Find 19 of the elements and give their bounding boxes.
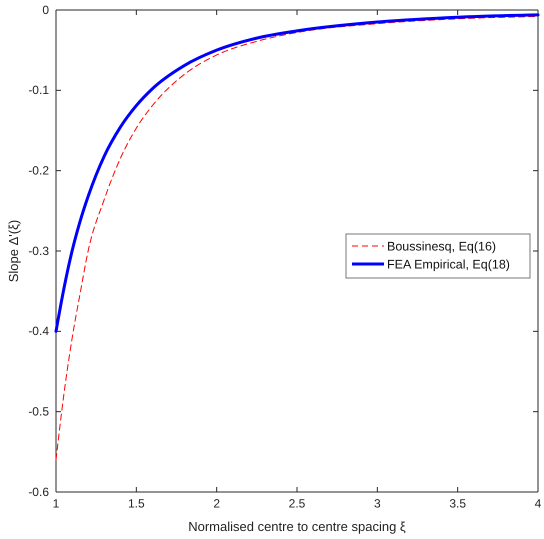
legend-label: Boussinesq, Eq(16) — [387, 240, 496, 254]
y-tick-label: 0 — [42, 2, 50, 17]
y-axis-title: Slope Δ'(ξ) — [6, 220, 21, 282]
y-tick-label: -0.4 — [28, 324, 50, 338]
x-tick-label: 4 — [534, 496, 542, 511]
x-tick-label: 2 — [213, 496, 220, 511]
line-series — [54, 13, 540, 333]
y-tick-label: -0.1 — [28, 83, 50, 98]
x-tick-label: 3.5 — [449, 496, 466, 511]
x-tick-label: 1 — [52, 496, 60, 511]
x-axis-title: Normalised centre to centre spacing ξ — [188, 519, 406, 534]
x-tick-label: 2.5 — [288, 496, 306, 511]
y-tick-label: -0.2 — [28, 164, 50, 178]
y-tick-label: -0.3 — [28, 244, 50, 258]
x-tick-label: 3 — [374, 496, 381, 511]
legend-label: FEA Empirical, Eq(18) — [387, 258, 510, 272]
y-tick-label: -0.6 — [28, 484, 50, 499]
y-tick-label: -0.5 — [28, 404, 50, 419]
x-tick-label: 1.5 — [128, 496, 145, 511]
